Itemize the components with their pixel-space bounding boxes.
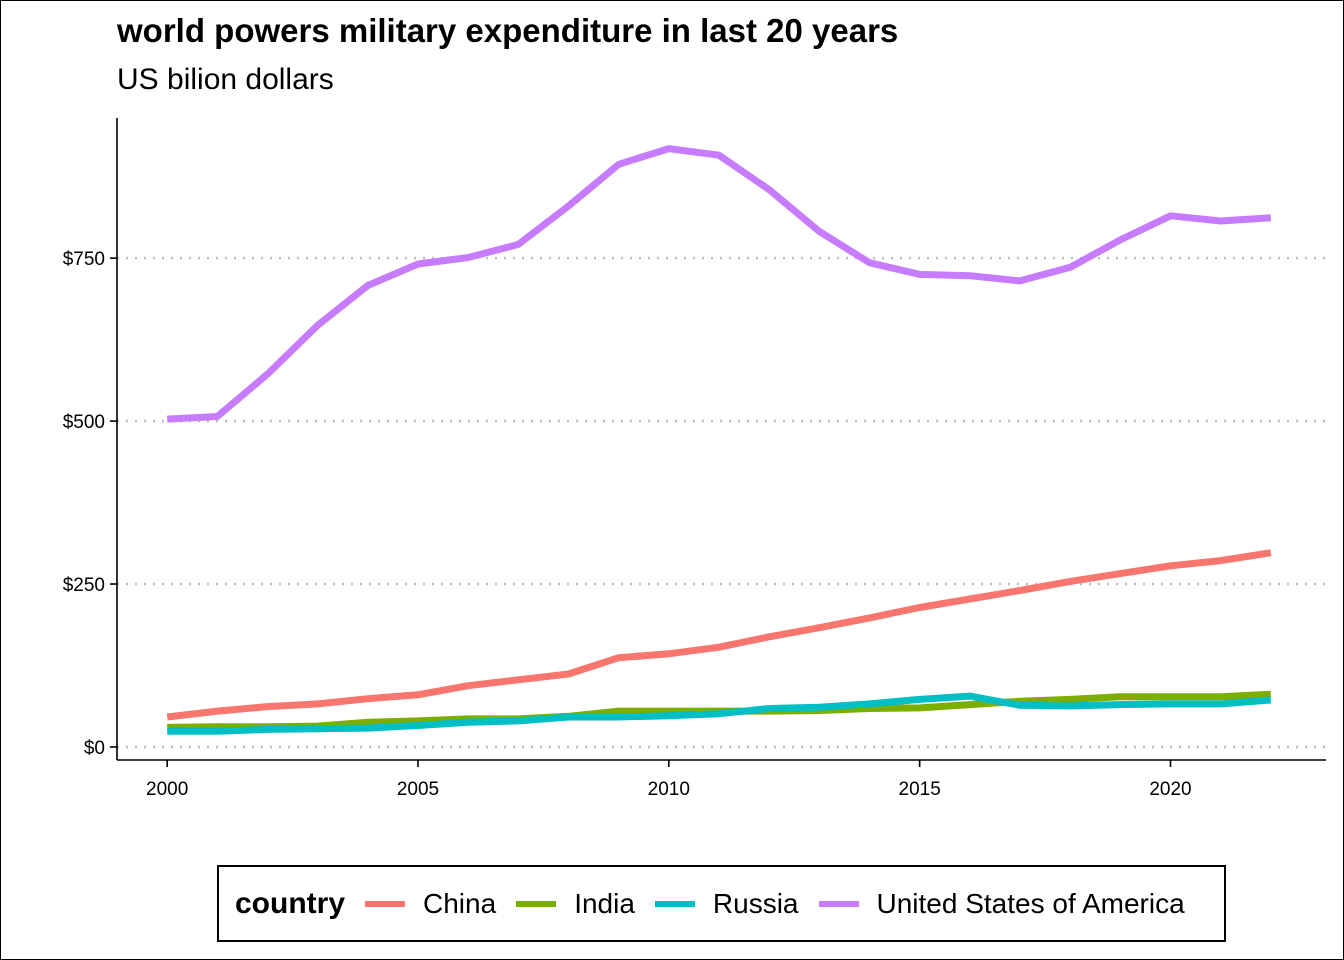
legend-label-russia: Russia: [712, 887, 799, 919]
chart-subtitle: US bilion dollars: [117, 63, 334, 96]
x-tick-label-4: 2020: [1149, 779, 1191, 800]
legend-item-china: China: [365, 888, 496, 920]
x-tick-label-3: 2015: [899, 779, 941, 800]
y-tick-label-1: $250: [63, 575, 105, 596]
x-tick-label-2: 2010: [648, 779, 690, 800]
y-tick-label-0: $0: [84, 738, 105, 759]
legend: country China India Russia United States…: [217, 865, 1226, 942]
series-line-china: [166, 549, 1272, 721]
series-line-united-states-of-america: [167, 145, 1272, 423]
y-tick-label-3: $750: [63, 249, 105, 270]
legend-item-russia: Russia: [654, 887, 799, 920]
series-line-russia: [167, 692, 1272, 735]
legend-label-usa: United States of America: [876, 887, 1185, 919]
chart-title: world powers military expenditure in las…: [117, 12, 899, 49]
legend-label-china: China: [423, 887, 497, 919]
y-tick-label-2: $500: [63, 412, 105, 433]
legend-label-india: India: [574, 887, 635, 919]
legend-key-china: [365, 900, 406, 907]
legend-key-usa: [818, 900, 859, 907]
x-tick-label-0: 2000: [146, 779, 188, 800]
legend-key-india: [516, 900, 557, 907]
legend-item-india: India: [516, 888, 635, 920]
axes: $0 $250 $500 $750 2000 2005 2010 2015 2020: [63, 118, 1326, 800]
legend-title: country: [235, 886, 346, 920]
legend-item-usa: United States of America: [818, 887, 1185, 920]
legend-key-russia: [654, 900, 695, 907]
grid-lines: [117, 256, 1326, 749]
x-tick-label-1: 2005: [397, 779, 439, 800]
series-lines: [166, 145, 1272, 735]
